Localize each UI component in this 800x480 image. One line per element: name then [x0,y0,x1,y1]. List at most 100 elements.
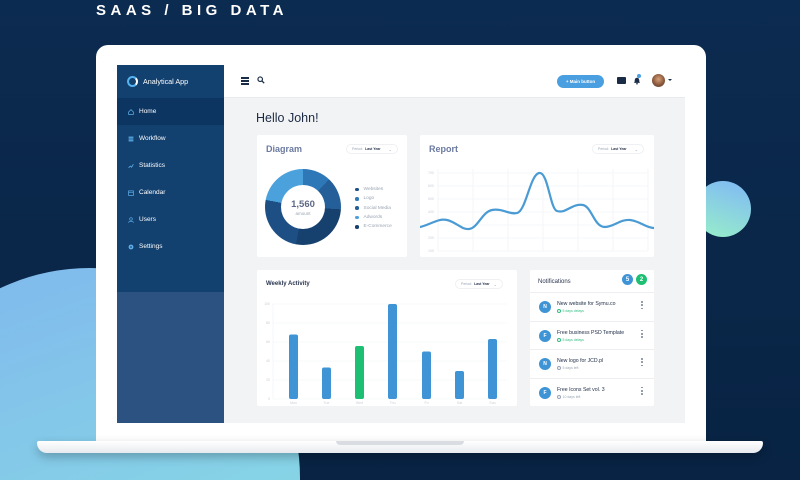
report-line-chart: 700 600 500 400 200 100 [420,169,654,253]
laptop-notch [336,441,464,445]
svg-text:600: 600 [428,184,434,188]
more-options-icon[interactable] [641,301,643,310]
notification-time: 5 days delays [557,309,584,313]
laptop-base [37,441,763,453]
period-value: Last Year [611,147,627,151]
donut-center: 1,560 amount [281,185,325,229]
notification-time: 10 days left [557,394,580,399]
legend-item: Adwords [355,213,392,222]
legend-label: Logo [363,196,375,202]
donut-total-label: amount [295,210,311,216]
sidebar: Analytical App Home Workflow Statistics … [117,65,224,423]
svg-text:100: 100 [264,302,270,306]
sidebar-item-users[interactable]: Users [117,206,224,233]
clock-icon [557,394,561,399]
diagram-card: Diagram Period: Last Year ⌄ 1,560 amount… [257,135,407,257]
notification-dot [637,74,641,78]
more-options-icon[interactable] [641,329,643,338]
card-title: Diagram [266,144,303,154]
notification-title: Free Icons Set vol. 3 [557,386,605,393]
weekly-activity-card: Weekly Activity Period: Last Year ⌄ 100 8… [257,270,517,406]
legend-dot [355,206,359,210]
legend-label: E-Commerce [363,224,392,230]
svg-text:500: 500 [428,197,434,201]
legend-dot [355,215,359,220]
notification-time: 5 days delays [557,337,584,342]
svg-text:60: 60 [266,340,270,344]
count-badge[interactable]: 5 [622,274,633,285]
notification-avatar: F [539,329,551,342]
svg-text:Sat: Sat [457,401,462,404]
more-options-icon[interactable] [641,358,643,367]
notification-item[interactable]: F Free Icons Set vol. 3 10 days left [530,377,654,407]
notification-item[interactable]: F Free business PSD Template 5 days dela… [530,320,654,350]
count-badge[interactable]: 2 [636,274,647,285]
sidebar-item-home[interactable]: Home [117,98,224,125]
workflow-icon [128,136,134,141]
notification-title: New website for Symu.co [557,301,616,307]
brand[interactable]: Analytical App [117,65,224,97]
chevron-down-icon[interactable] [668,79,672,81]
menu-toggle-icon[interactable] [239,77,249,85]
notification-time: 5 days left [557,366,578,370]
legend-label: Adwords [363,215,383,221]
calendar-icon [128,190,134,196]
sidebar-nav: Home Workflow Statistics Calendar Users … [117,98,224,260]
home-icon [128,108,134,115]
sidebar-item-statistics[interactable]: Statistics [117,152,224,179]
period-prefix: Period: [598,147,610,151]
donut-chart: 1,560 amount [265,169,341,245]
main-button[interactable]: + Main button [557,75,604,88]
period-value: Last Year [474,282,490,286]
clock-icon [557,337,561,342]
legend-item: E-Commerce [355,222,392,231]
notification-avatar: N [539,301,551,313]
avatar[interactable] [652,74,665,87]
svg-text:Tue: Tue [324,401,330,404]
card-title: Weekly Activity [266,281,310,287]
weekly-bar-chart: 100 80 60 40 20 0 Mon Tue Wed Thu Fri Sat Sun [264,302,507,404]
legend-dot [355,187,359,192]
user-icon [128,216,134,223]
sidebar-item-label: Workflow [139,135,166,142]
notification-badges: 5 2 [622,274,647,285]
donut-total: 1,560 [291,198,315,210]
sidebar-item-settings[interactable]: Settings [117,233,224,260]
period-select[interactable]: Period: Last Year ⌄ [592,144,644,154]
sidebar-item-label: Home [139,108,157,115]
chart-legend: Websites Logo Social Media Adwords E-Com… [355,185,392,231]
notification-item[interactable]: N New logo for JCD.pl 5 days left [530,349,654,378]
svg-text:200: 200 [428,236,434,240]
svg-text:Wed: Wed [356,401,363,404]
period-prefix: Period: [461,282,473,286]
search-icon[interactable] [257,76,265,84]
svg-text:Sun: Sun [489,401,495,404]
period-value: Last Year [365,147,381,151]
period-select[interactable]: Period: Last Year ⌄ [455,279,503,289]
svg-text:100: 100 [428,249,434,253]
app-name: Analytical App [143,76,189,86]
notification-item[interactable]: N New website for Symu.co 5 days delays [530,292,654,321]
notification-list: N New website for Symu.co 5 days delays … [530,292,654,406]
legend-label: Social Media [363,205,391,211]
statistics-icon [128,163,134,168]
sidebar-item-workflow[interactable]: Workflow [117,125,224,152]
mail-icon[interactable] [617,77,626,84]
chevron-down-icon: ⌄ [388,146,392,152]
notification-title: Free business PSD Template [557,329,625,336]
clock-icon [557,366,561,370]
period-prefix: Period: [352,147,364,151]
notification-title: New logo for JCD.pl [557,358,604,364]
svg-text:80: 80 [266,321,270,325]
period-select[interactable]: Period: Last Year ⌄ [346,144,398,154]
chevron-down-icon: ⌄ [634,146,638,152]
card-title: Notifications [538,279,571,285]
legend-dot [355,197,359,201]
more-options-icon[interactable] [641,386,643,395]
notifications-card: Notifications 5 2 N New website for Symu… [530,270,654,406]
sidebar-item-calendar[interactable]: Calendar [117,179,224,206]
sidebar-item-label: Settings [139,243,163,250]
legend-item: Websites [355,185,392,194]
bell-icon[interactable] [633,76,641,85]
sidebar-item-label: Users [139,216,156,223]
